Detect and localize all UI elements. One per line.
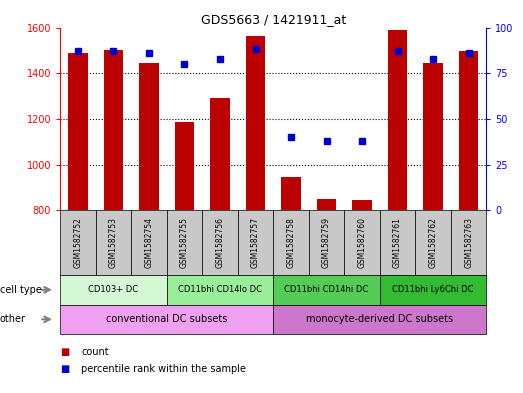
Bar (273, 210, 309, 275)
Text: CD11bhi CD14lo DC: CD11bhi CD14lo DC (178, 285, 262, 294)
Text: GSM1582763: GSM1582763 (464, 217, 473, 268)
Text: GSM1582758: GSM1582758 (287, 217, 295, 268)
Text: GSM1582762: GSM1582762 (429, 217, 438, 268)
Bar (388, 30, 407, 210)
Bar (139, 63, 158, 210)
Bar (353, 200, 372, 210)
Text: GSM1582760: GSM1582760 (358, 217, 367, 268)
Bar (317, 199, 336, 210)
Text: GSM1582757: GSM1582757 (251, 217, 260, 268)
Text: conventional DC subsets: conventional DC subsets (106, 314, 228, 324)
Text: GSM1582756: GSM1582756 (215, 217, 224, 268)
Title: GDS5663 / 1421911_at: GDS5663 / 1421911_at (201, 13, 346, 26)
Bar (60, 210, 96, 275)
Bar (60, 305, 273, 334)
Text: CD103+ DC: CD103+ DC (88, 285, 139, 294)
Bar (380, 210, 415, 275)
Bar (68, 53, 88, 210)
Bar (380, 275, 486, 305)
Bar (273, 275, 380, 305)
Bar (104, 50, 123, 210)
Bar (131, 210, 167, 275)
Bar (344, 210, 380, 275)
Bar (246, 35, 265, 210)
Text: monocyte-derived DC subsets: monocyte-derived DC subsets (306, 314, 453, 324)
Bar (60, 275, 167, 305)
Bar (238, 210, 273, 275)
Text: percentile rank within the sample: percentile rank within the sample (81, 364, 246, 375)
Text: count: count (81, 347, 109, 357)
Bar (175, 122, 194, 210)
Bar (273, 305, 486, 334)
Bar (167, 275, 273, 305)
Text: cell type: cell type (0, 285, 42, 295)
Bar (309, 210, 344, 275)
Text: ■: ■ (60, 347, 70, 357)
Text: GSM1582755: GSM1582755 (180, 217, 189, 268)
Bar (202, 210, 238, 275)
Bar (415, 210, 451, 275)
Text: GSM1582752: GSM1582752 (73, 217, 83, 268)
Text: CD11bhi Ly6Chi DC: CD11bhi Ly6Chi DC (392, 285, 474, 294)
Bar (459, 51, 479, 210)
Bar (210, 98, 230, 210)
Text: other: other (0, 314, 26, 324)
Text: ■: ■ (60, 364, 70, 375)
Text: GSM1582753: GSM1582753 (109, 217, 118, 268)
Text: GSM1582759: GSM1582759 (322, 217, 331, 268)
Text: CD11bhi CD14hi DC: CD11bhi CD14hi DC (285, 285, 369, 294)
Text: GSM1582761: GSM1582761 (393, 217, 402, 268)
Bar (451, 210, 486, 275)
Bar (281, 177, 301, 210)
Bar (96, 210, 131, 275)
Text: GSM1582754: GSM1582754 (144, 217, 153, 268)
Bar (167, 210, 202, 275)
Bar (423, 63, 443, 210)
